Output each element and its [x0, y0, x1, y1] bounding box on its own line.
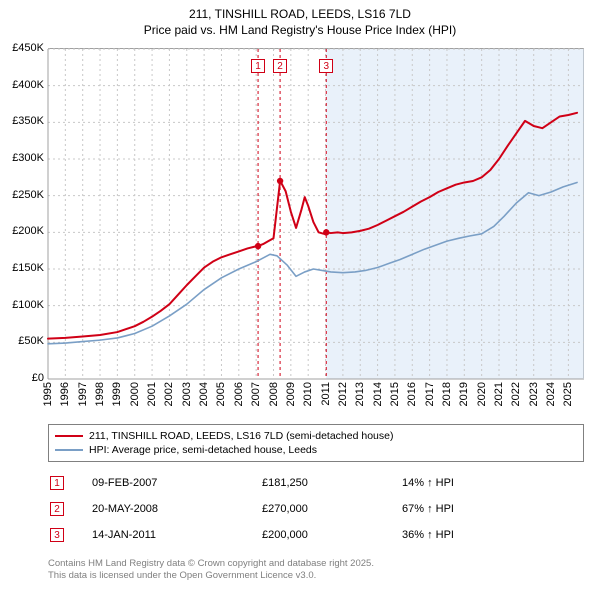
callout-price: £270,000: [262, 503, 402, 515]
y-tick-label: £200K: [12, 225, 44, 237]
y-tick-label: £450K: [12, 42, 44, 54]
y-tick-label: £250K: [12, 189, 44, 201]
x-tick-label: 2024: [545, 382, 557, 406]
x-tick-label: 1997: [77, 382, 89, 406]
attribution-line1: Contains HM Land Registry data © Crown c…: [48, 558, 584, 570]
x-tick-label: 2005: [215, 382, 227, 406]
callout-num: 2: [50, 502, 64, 516]
attribution: Contains HM Land Registry data © Crown c…: [48, 558, 584, 583]
x-tick-label: 1998: [94, 382, 106, 406]
x-tick-label: 2015: [389, 382, 401, 406]
chart-marker-3: 3: [319, 59, 333, 73]
callout-pct: 36% ↑ HPI: [402, 529, 454, 541]
x-tick-label: 1996: [59, 382, 71, 406]
x-tick-label: 2000: [129, 382, 141, 406]
legend-swatch: [55, 435, 83, 437]
x-tick-label: 2012: [337, 382, 349, 406]
y-tick-label: £150K: [12, 262, 44, 274]
y-tick-label: £100K: [12, 299, 44, 311]
callout-row: 2 20-MAY-2008£270,00067% ↑ HPI: [48, 496, 584, 522]
x-tick-label: 2025: [562, 382, 574, 406]
x-tick-label: 2006: [233, 382, 245, 406]
callout-num: 1: [50, 476, 64, 490]
x-tick-label: 2022: [510, 382, 522, 406]
legend-row: 211, TINSHILL ROAD, LEEDS, LS16 7LD (sem…: [55, 429, 577, 443]
x-tick-label: 2023: [528, 382, 540, 406]
callout-row: 3 14-JAN-2011£200,00036% ↑ HPI: [48, 522, 584, 548]
chart-svg: [48, 49, 583, 378]
attribution-line2: This data is licensed under the Open Gov…: [48, 570, 584, 582]
x-tick-label: 2013: [354, 382, 366, 406]
x-tick-label: 2011: [320, 382, 332, 406]
y-axis: £0£50K£100K£150K£200K£250K£300K£350K£400…: [0, 48, 46, 378]
chart-marker-2: 2: [273, 59, 287, 73]
chart-plot-area: 12 3: [48, 48, 584, 378]
y-tick-label: £50K: [18, 335, 44, 347]
x-tick-label: 2021: [493, 382, 505, 406]
x-tick-label: 2020: [476, 382, 488, 406]
title-line1: 211, TINSHILL ROAD, LEEDS, LS16 7LD: [0, 6, 600, 22]
callout-row: 1 09-FEB-2007£181,25014% ↑ HPI: [48, 470, 584, 496]
y-tick-label: £400K: [12, 79, 44, 91]
x-tick-label: 2018: [441, 382, 453, 406]
x-tick-label: 2014: [372, 382, 384, 406]
y-tick-label: £350K: [12, 115, 44, 127]
chart-marker-1: 1: [251, 59, 265, 73]
x-tick-label: 2008: [268, 382, 280, 406]
x-tick-label: 2019: [458, 382, 470, 406]
x-tick-label: 2004: [198, 382, 210, 406]
x-tick-label: 2001: [146, 382, 158, 406]
callout-pct: 67% ↑ HPI: [402, 503, 454, 515]
legend-label: 211, TINSHILL ROAD, LEEDS, LS16 7LD (sem…: [89, 430, 393, 442]
x-tick-label: 2017: [424, 382, 436, 406]
legend-label: HPI: Average price, semi-detached house,…: [89, 444, 317, 456]
legend-swatch: [55, 449, 83, 451]
title-line2: Price paid vs. HM Land Registry's House …: [0, 22, 600, 38]
x-tick-label: 2002: [163, 382, 175, 406]
callout-price: £200,000: [262, 529, 402, 541]
callout-table: 1 09-FEB-2007£181,25014% ↑ HPI 2 20-MAY-200…: [48, 470, 584, 548]
title-block: 211, TINSHILL ROAD, LEEDS, LS16 7LD Pric…: [0, 0, 600, 38]
x-tick-label: 1995: [42, 382, 54, 406]
chart-container: 211, TINSHILL ROAD, LEEDS, LS16 7LD Pric…: [0, 0, 600, 590]
callout-date: 14-JAN-2011: [92, 529, 262, 541]
x-tick-label: 2007: [250, 382, 262, 406]
x-tick-label: 2003: [181, 382, 193, 406]
callout-num: 3: [50, 528, 64, 542]
callout-date: 09-FEB-2007: [92, 477, 262, 489]
legend-row: HPI: Average price, semi-detached house,…: [55, 443, 577, 457]
x-tick-label: 2010: [302, 382, 314, 406]
x-axis: 1995199619971998199920002001200220032004…: [48, 380, 584, 424]
callout-price: £181,250: [262, 477, 402, 489]
callout-date: 20-MAY-2008: [92, 503, 262, 515]
callout-pct: 14% ↑ HPI: [402, 477, 454, 489]
x-tick-label: 2009: [285, 382, 297, 406]
legend: 211, TINSHILL ROAD, LEEDS, LS16 7LD (sem…: [48, 424, 584, 462]
x-tick-label: 2016: [406, 382, 418, 406]
x-tick-label: 1999: [111, 382, 123, 406]
y-tick-label: £300K: [12, 152, 44, 164]
